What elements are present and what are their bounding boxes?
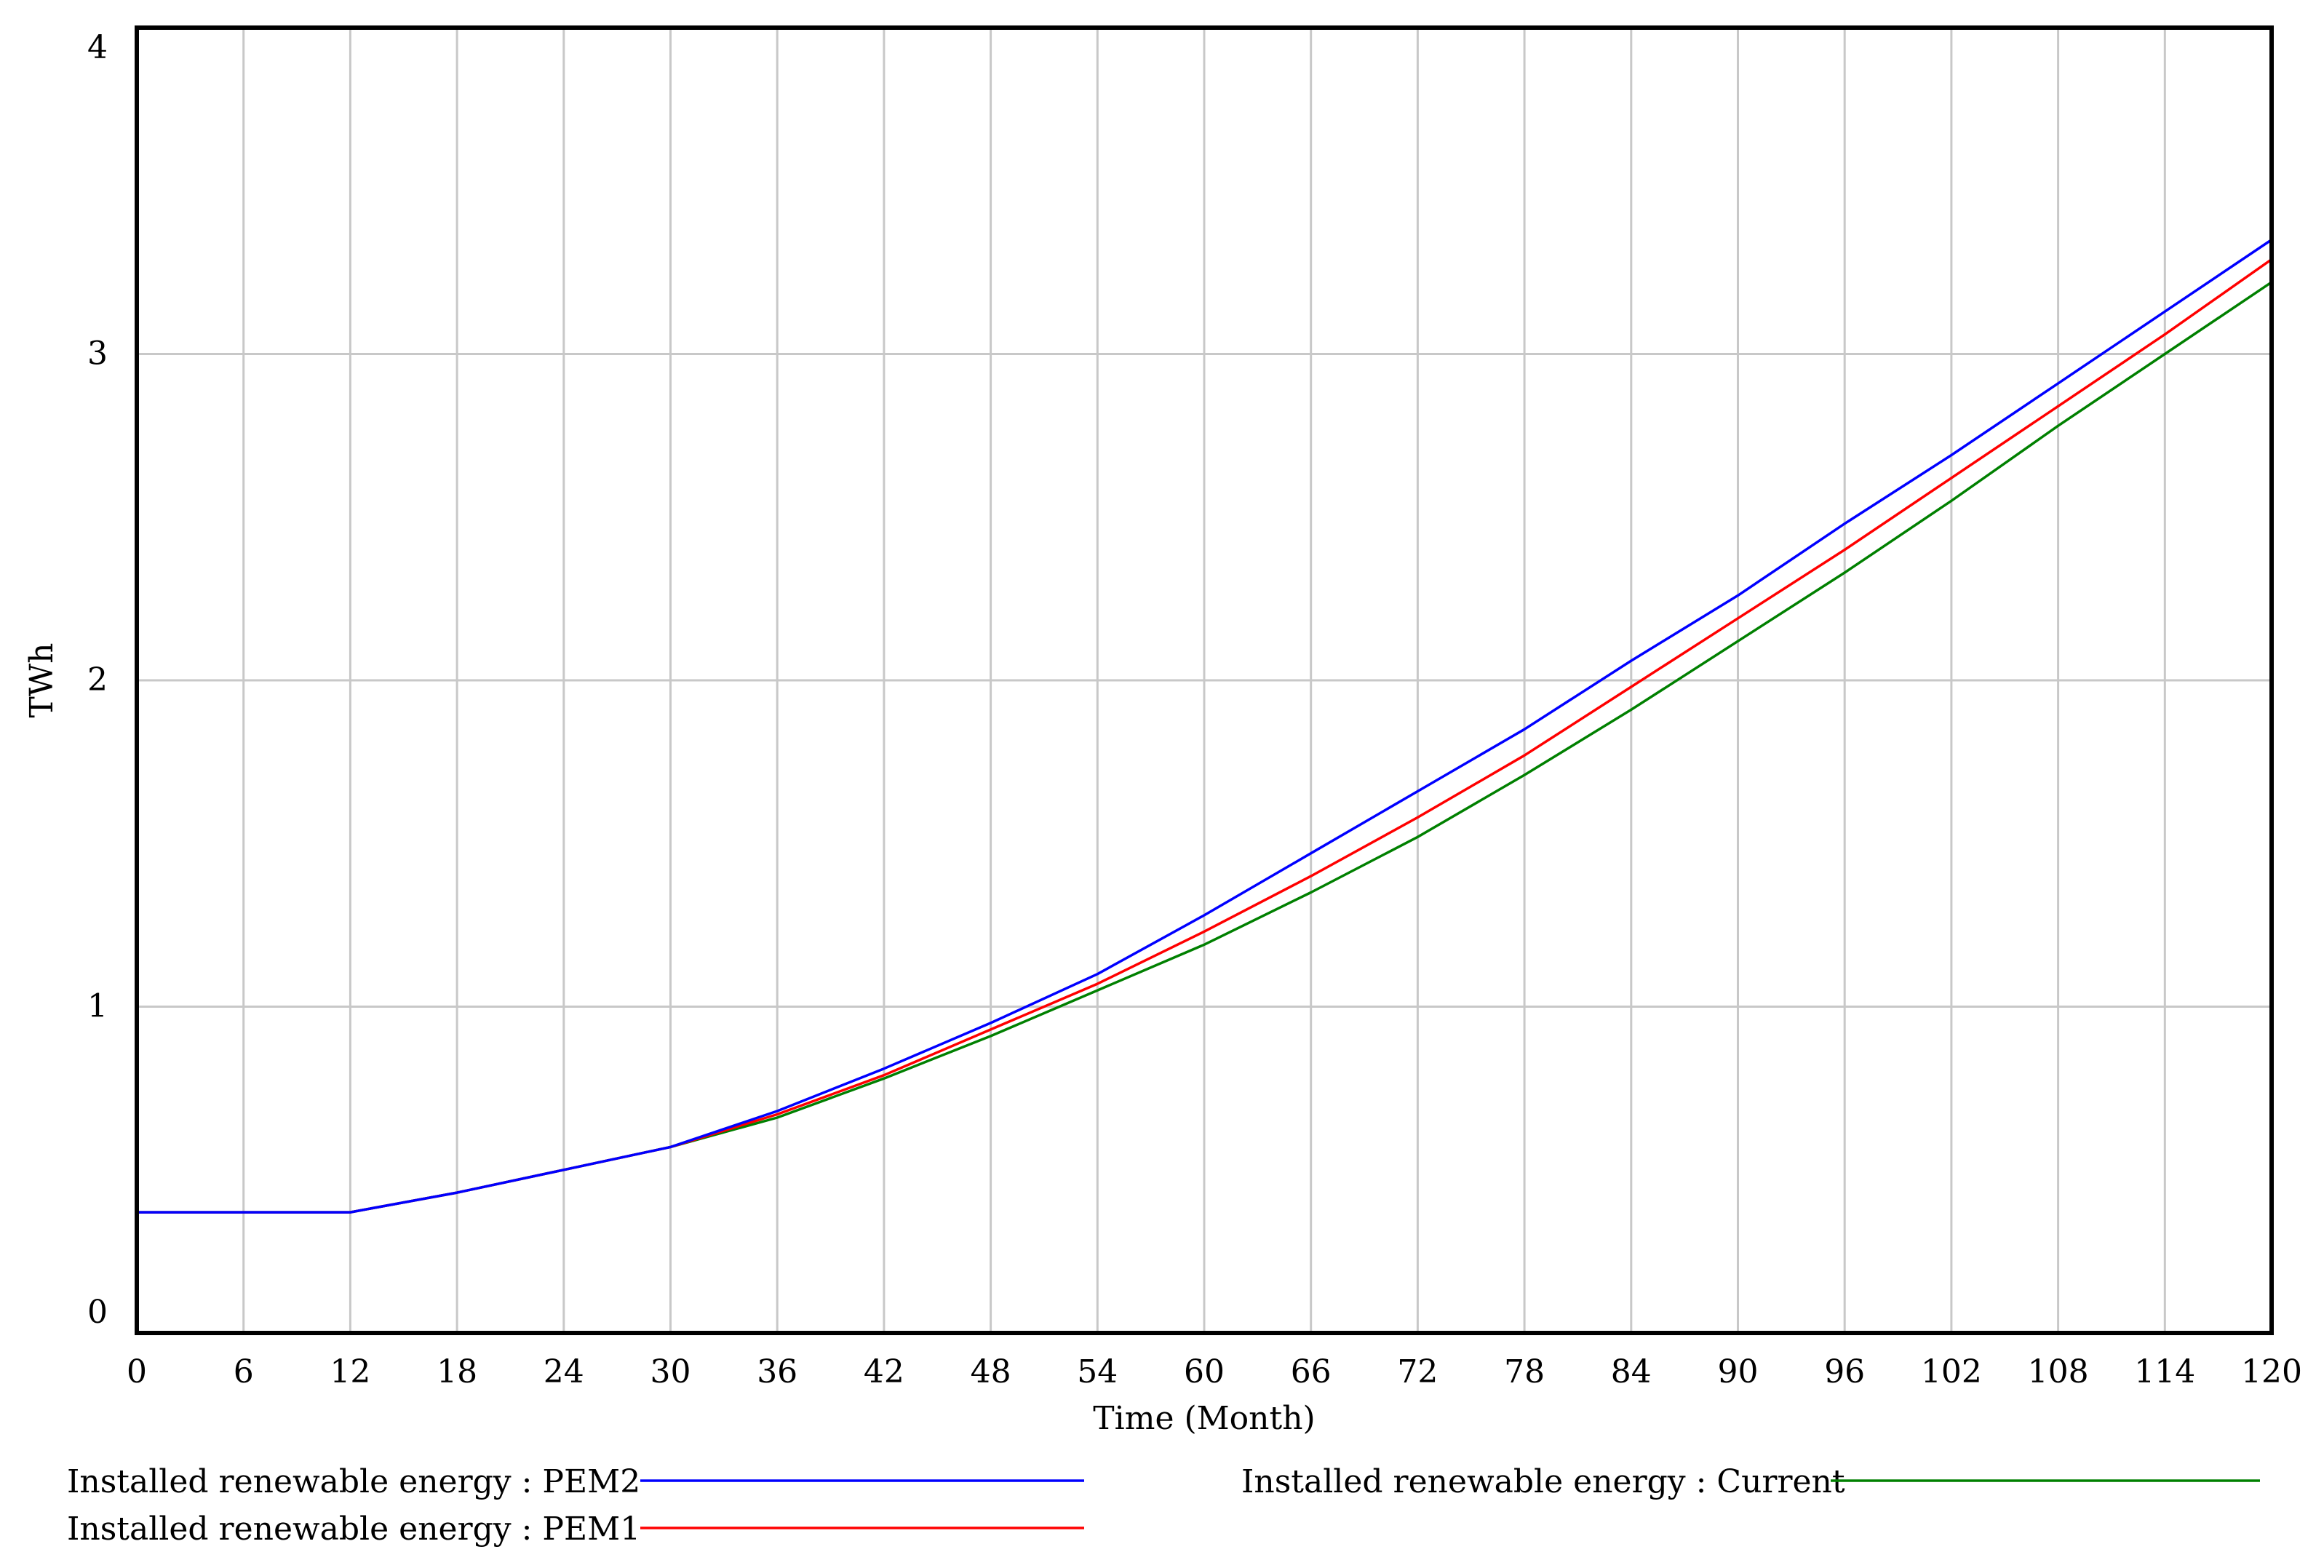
x-tick-label: 36: [757, 1353, 797, 1390]
x-axis-title: Time (Month): [1093, 1400, 1315, 1437]
legend-label: Installed renewable energy : Current: [1241, 1463, 1845, 1500]
x-tick-label: 96: [1824, 1353, 1865, 1390]
x-tick-label: 72: [1397, 1353, 1438, 1390]
x-tick-label: 60: [1184, 1353, 1225, 1390]
x-tick-label: 30: [650, 1353, 691, 1390]
y-tick-label: 1: [87, 988, 108, 1025]
y-tick-label: 2: [87, 661, 108, 699]
legend: Installed renewable energy : PEM2 Install…: [67, 1463, 2260, 1548]
x-tick-label: 6: [234, 1353, 254, 1390]
y-tick-label: 0: [87, 1294, 108, 1331]
x-tick-label: 108: [2028, 1353, 2089, 1390]
y-tick-label: 4: [87, 29, 108, 66]
x-tick-label: 66: [1291, 1353, 1332, 1390]
plot-frame: [135, 25, 2274, 1335]
series-line: [137, 239, 2272, 1214]
y-axis-title: TWh: [23, 643, 60, 718]
legend-label: Installed renewable energy : PEM1: [67, 1511, 640, 1548]
x-tick-label: 84: [1611, 1353, 1652, 1390]
y-tick-label: 3: [87, 335, 108, 373]
x-tick-label: 24: [544, 1353, 584, 1390]
grid-lines: [137, 28, 2272, 1333]
x-axis-ticks: 0 6 12 18 24 30 36 42 48 54 60 66 72 78 84 90 96 102 108 11…: [127, 1353, 2302, 1390]
x-tick-label: 42: [864, 1353, 904, 1390]
x-tick-label: 48: [971, 1353, 1011, 1390]
x-tick-label: 12: [330, 1353, 370, 1390]
series-lines: [137, 239, 2273, 1214]
x-tick-label: 78: [1504, 1353, 1545, 1390]
x-tick-label: 120: [2241, 1353, 2302, 1390]
x-tick-label: 0: [127, 1353, 147, 1390]
y-axis-ticks: 0 1 2 3 4: [87, 29, 108, 1331]
x-tick-label: 114: [2134, 1353, 2195, 1390]
x-tick-label: 90: [1718, 1353, 1759, 1390]
x-tick-label: 102: [1921, 1353, 1982, 1390]
x-tick-label: 54: [1077, 1353, 1118, 1390]
x-tick-label: 18: [437, 1353, 477, 1390]
legend-label: Installed renewable energy : PEM2: [67, 1463, 640, 1500]
